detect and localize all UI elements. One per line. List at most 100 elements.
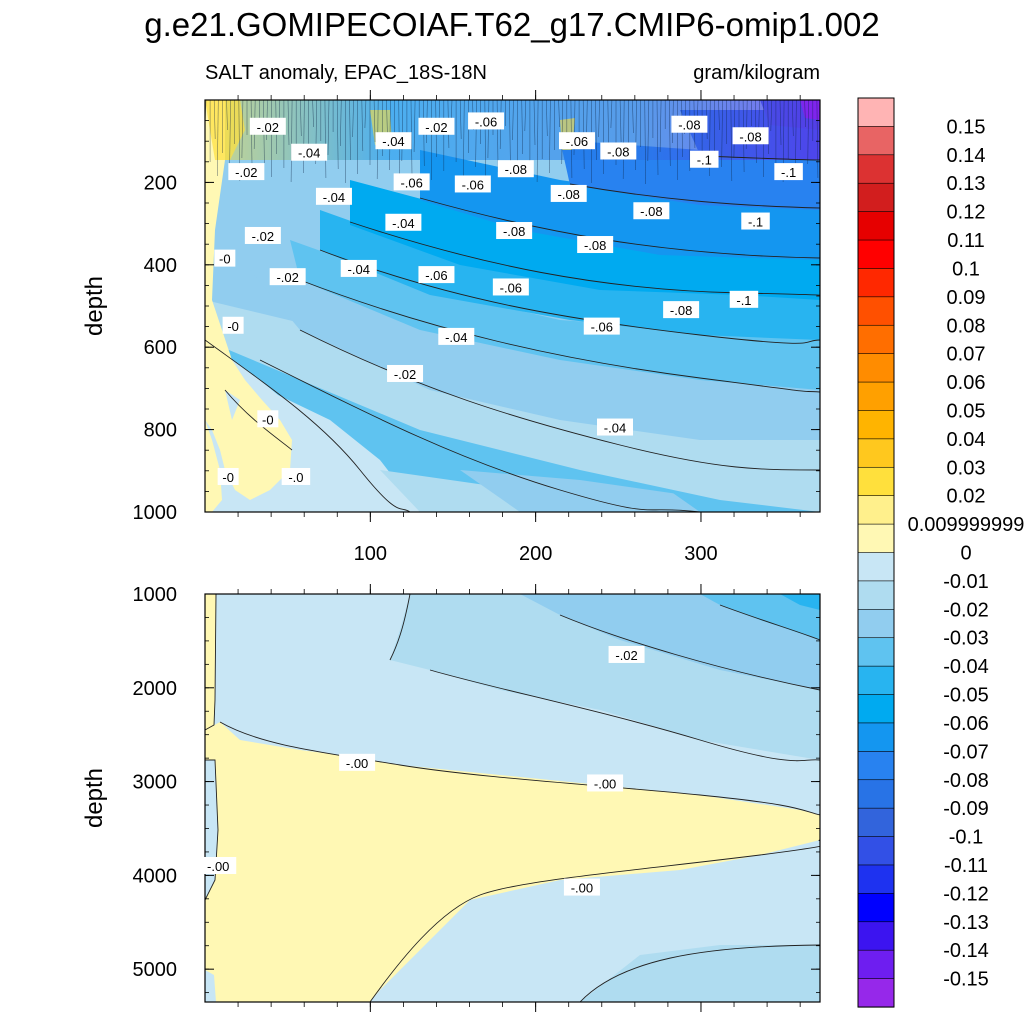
- upper-y-tick-label: 1000: [133, 502, 178, 524]
- svg-text:-.04: -.04: [323, 190, 345, 205]
- colorbar-label: 0.06: [947, 372, 986, 394]
- colorbar-label: -0.1: [949, 827, 983, 849]
- colorbar-swatch: [857, 381, 895, 412]
- svg-text:-.06: -.06: [591, 320, 613, 335]
- contour-label: -.00: [563, 878, 600, 896]
- svg-text:-.08: -.08: [558, 187, 580, 202]
- svg-text:-.02: -.02: [615, 648, 637, 663]
- svg-text:-.00: -.00: [207, 859, 229, 874]
- svg-text:-.1: -.1: [697, 153, 712, 168]
- colorbar-swatch: [857, 637, 895, 667]
- colorbar-swatch: [857, 722, 895, 752]
- contour-label: -.04: [438, 327, 475, 345]
- svg-text:-.06: -.06: [566, 134, 588, 149]
- contour-label: -.0: [281, 467, 311, 485]
- colorbar-label: 0.02: [947, 486, 986, 508]
- contour-label: -.02: [269, 268, 306, 286]
- colorbar-swatch: [857, 182, 895, 213]
- svg-text:-.06: -.06: [462, 177, 484, 192]
- contour-label: -.1: [729, 290, 759, 308]
- svg-text:-.00: -.00: [346, 756, 368, 771]
- colorbar-label: 0.12: [947, 202, 986, 224]
- colorbar-swatch: [857, 154, 895, 184]
- colorbar-label: -0.05: [943, 685, 989, 707]
- colorbar-swatch: [857, 438, 895, 468]
- svg-text:-.1: -.1: [748, 215, 763, 230]
- upper-y-tick-label: 200: [144, 172, 177, 194]
- lower-y-tick-label: 1000: [133, 584, 178, 606]
- contour-label: -.00: [200, 857, 237, 874]
- colorbar-label: -0.11: [944, 855, 988, 877]
- lower-y-tick-label: 5000: [133, 959, 178, 981]
- contour-label: -0: [222, 316, 244, 334]
- svg-text:-.08: -.08: [640, 204, 662, 219]
- contour-label: -.08: [496, 222, 533, 240]
- svg-text:-.02: -.02: [252, 229, 274, 244]
- svg-text:-.04: -.04: [445, 330, 467, 345]
- colorbar-label: 0.04: [947, 429, 986, 451]
- contour-label: -.06: [583, 317, 620, 335]
- x-tick-label: 100: [354, 543, 387, 565]
- colorbar-swatch: [857, 410, 895, 440]
- svg-text:-.02: -.02: [257, 120, 279, 135]
- svg-text:-0: -0: [219, 252, 231, 267]
- contour-label: -.02: [387, 364, 424, 382]
- colorbar-swatch: [857, 978, 895, 1008]
- colorbar-label: 0.09: [947, 287, 986, 309]
- contour-label: -.02: [608, 645, 645, 663]
- colorbar-label: 0.1: [952, 258, 980, 280]
- colorbar-swatch: [857, 751, 895, 781]
- lower-y-axis-title: depth: [81, 768, 108, 828]
- colorbar-swatch: [857, 665, 895, 696]
- svg-text:-.04: -.04: [382, 134, 404, 149]
- upper-y-axis-title: depth: [81, 276, 108, 336]
- svg-text:-.1: -.1: [781, 165, 796, 180]
- colorbar-label: -0.09: [943, 798, 989, 820]
- svg-text:-.0: -.0: [288, 470, 303, 485]
- colorbar-swatch: [857, 97, 895, 128]
- colorbar-swatch: [857, 779, 895, 809]
- contour-label: -.08: [550, 184, 587, 202]
- units-label: gram/kilogram: [693, 62, 820, 84]
- chart-subtitle: SALT anomaly, EPAC_18S-18N: [205, 62, 487, 84]
- svg-text:-.04: -.04: [298, 146, 320, 161]
- colorbar-label: 0.009999999: [908, 514, 1024, 536]
- svg-text:-0: -0: [227, 319, 239, 334]
- lower-y-tick-label: 3000: [133, 772, 178, 794]
- colorbar: 0.15 0.14 0.13 0.12 0.11 0.1 0.09 0.08 0.07 0.06 0…: [857, 97, 1024, 1008]
- contour-label: -.04: [340, 259, 377, 277]
- colorbar-swatch: [857, 921, 895, 951]
- contour-label: -.1: [690, 150, 719, 168]
- contour-label: -.06: [454, 175, 491, 193]
- colorbar-swatch: [857, 864, 895, 894]
- svg-text:-.08: -.08: [670, 303, 692, 318]
- colorbar-swatch: [857, 126, 895, 156]
- contour-label: -.08: [600, 142, 637, 160]
- colorbar-swatch: [857, 324, 895, 355]
- contour-label: -.08: [497, 160, 534, 178]
- colorbar-swatch: [857, 609, 895, 639]
- lower-y-tick-label: 2000: [133, 678, 178, 700]
- upper-y-tick-label: 400: [144, 255, 177, 277]
- svg-text:-.04: -.04: [348, 262, 370, 277]
- colorbar-label: 0.15: [947, 116, 986, 138]
- svg-text:-.1: -.1: [736, 293, 751, 308]
- colorbar-label: -0.04: [943, 656, 989, 678]
- contour-label: -.08: [671, 115, 708, 133]
- svg-text:-.02: -.02: [276, 270, 298, 285]
- upper-panel-contours: [205, 100, 820, 512]
- colorbar-label: -0.07: [943, 741, 989, 763]
- svg-text:-.06: -.06: [400, 175, 422, 190]
- contour-label: -.04: [375, 132, 412, 150]
- colorbar-label: -0.06: [943, 713, 989, 735]
- colorbar-swatch: [857, 694, 895, 724]
- svg-text:-.06: -.06: [475, 114, 497, 129]
- contour-label: -.06: [492, 278, 529, 296]
- svg-text:-.04: -.04: [604, 421, 626, 436]
- colorbar-label: 0.14: [947, 145, 986, 167]
- contour-label: -.02: [244, 226, 281, 244]
- colorbar-swatch: [857, 523, 895, 554]
- colorbar-swatch: [857, 495, 895, 525]
- colorbar-swatch: [857, 836, 895, 866]
- svg-text:-.06: -.06: [425, 268, 447, 283]
